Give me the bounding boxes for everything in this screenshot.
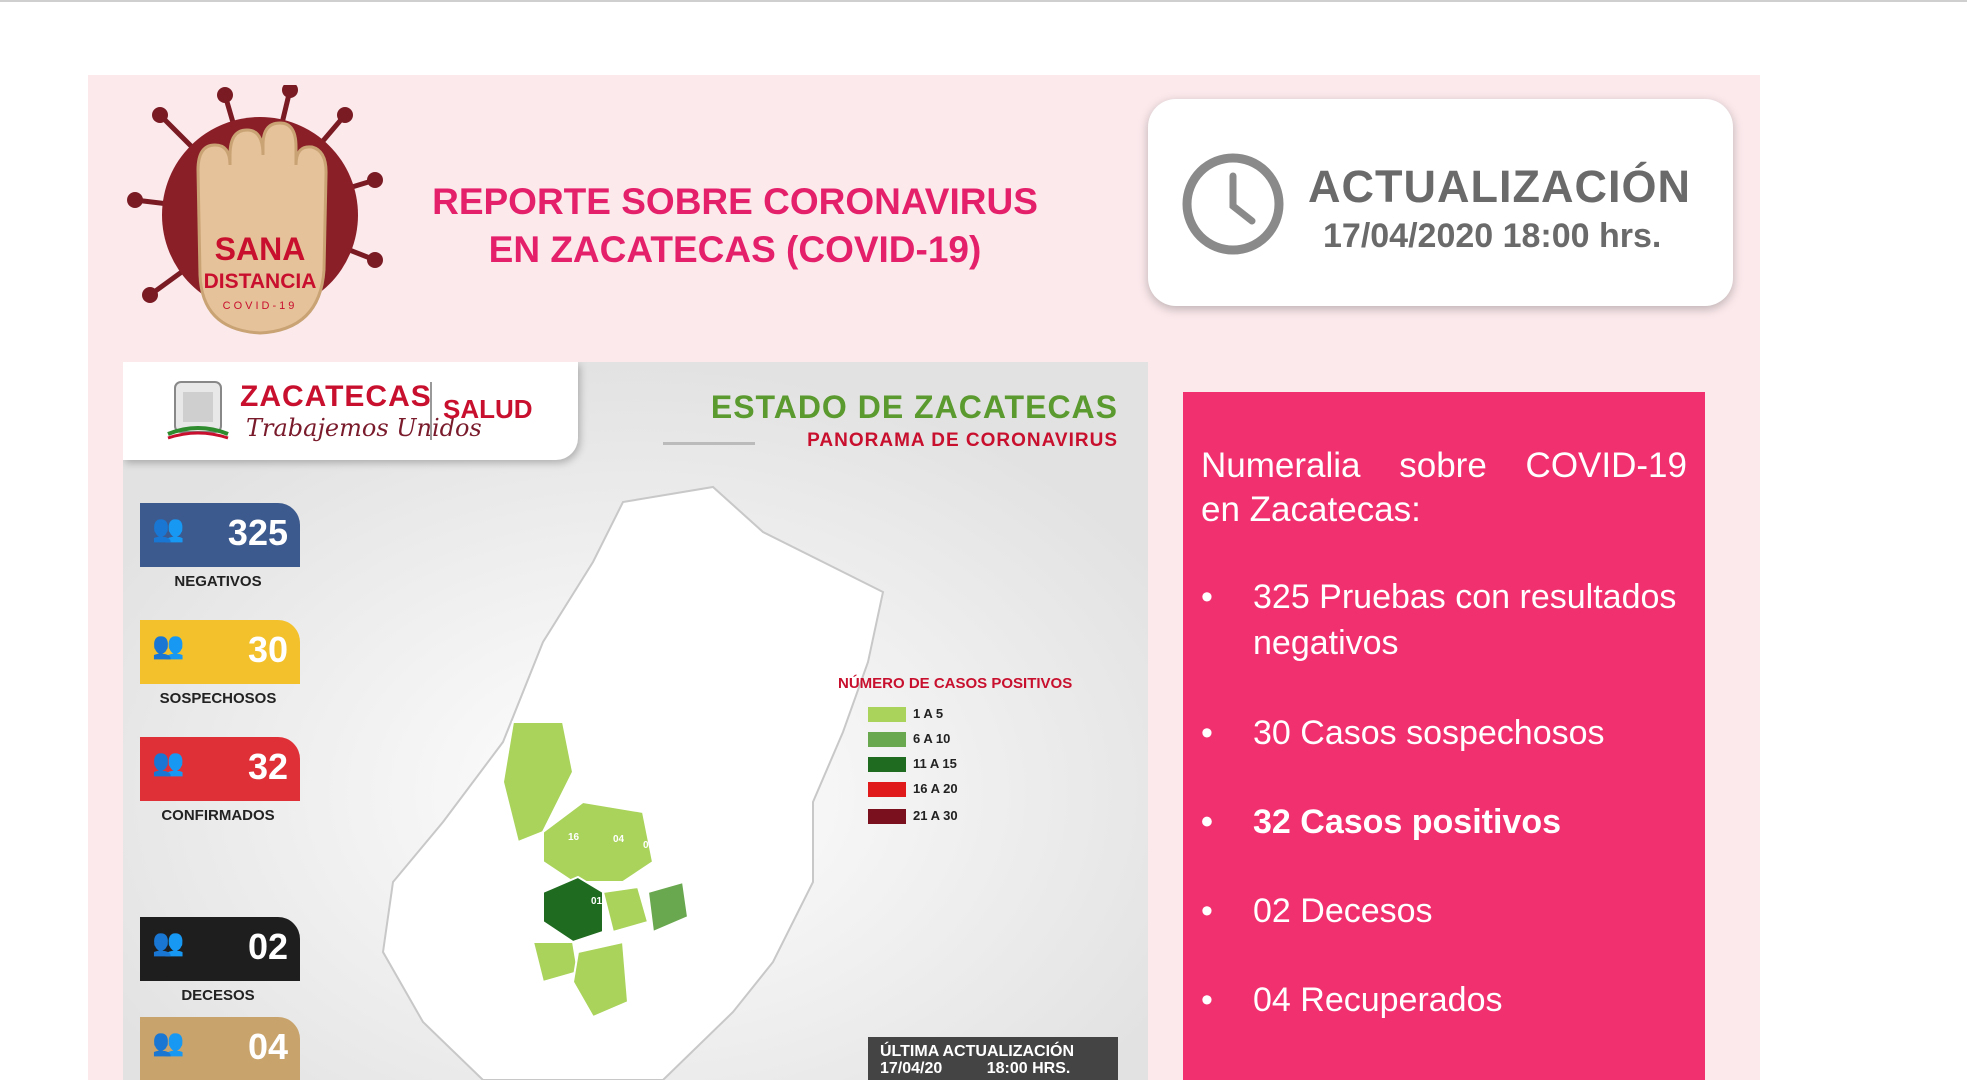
bullet-icon: •	[1201, 803, 1213, 841]
update-date: 17/04/2020 18:00 hrs.	[1323, 217, 1662, 255]
numeralia-item-text: 30 Casos sospechosos	[1253, 714, 1605, 752]
clock-icon	[1182, 153, 1284, 255]
map-label: 03	[545, 872, 557, 883]
map-label: 06	[643, 840, 655, 851]
last-update-time: 18:00 HRS.	[986, 1060, 1071, 1077]
numeralia-heading-line1: Numeralia sobre COVID-19	[1201, 446, 1687, 485]
legend-label: 21 A 30	[913, 808, 958, 823]
brand-name: ZACATECAS	[240, 380, 432, 413]
legend-swatch	[868, 757, 906, 772]
map-region	[542, 800, 655, 883]
map-label: 01	[591, 896, 603, 907]
legend-label: 1 A 5	[913, 706, 944, 721]
map-region	[646, 880, 690, 934]
stat-value: 04	[247, 1026, 288, 1067]
stat-label: CONFIRMADOS	[161, 807, 275, 824]
sana-distancia-logo: SANA DISTANCIA COVID-19	[127, 85, 383, 335]
people-icon: 👥	[152, 747, 184, 777]
people-icon: 👥	[152, 1027, 184, 1057]
stat-value: 32	[247, 746, 288, 787]
brand-tagline: Trabajemos Unidos	[246, 414, 482, 442]
stat-negativos: 👥 325	[140, 503, 300, 567]
map-label: 16	[568, 832, 580, 843]
report-title: REPORTE SOBRE CORONAVIRUS EN ZACATECAS (…	[395, 178, 1075, 274]
numeralia-item-text: 02 Decesos	[1253, 892, 1433, 930]
legend-label: 16 A 20	[913, 781, 958, 796]
last-update-date: 17/04/20	[880, 1060, 943, 1077]
people-icon: 👥	[152, 927, 184, 957]
numeralia-panel: Numeralia sobre COVID-19 en Zacatecas: •…	[1183, 392, 1705, 1080]
stat-label: DECESOS	[181, 987, 255, 1004]
legend-swatch	[868, 707, 906, 722]
report-title-line1: REPORTE SOBRE CORONAVIRUS	[432, 181, 1038, 222]
legend-swatch	[868, 809, 906, 824]
map-label: 01	[528, 702, 540, 713]
people-icon: 👥	[152, 513, 184, 543]
government-brand: ZACATECAS Trabajemos Unidos SALUD	[123, 362, 578, 460]
window-top-border	[0, 0, 1967, 2]
brand-divider	[430, 382, 432, 440]
stat-value: 325	[227, 512, 288, 553]
stat-confirmados: 👥 32	[140, 737, 300, 801]
covid-infographic: 01 01 16 04 06 03 01 ZACATECAS Trabajemo…	[123, 362, 1148, 1080]
people-icon: 👥	[152, 630, 184, 660]
stat-label: SOSPECHOSOS	[159, 690, 277, 707]
logo-text-distancia: DISTANCIA	[204, 270, 317, 293]
update-card: ACTUALIZACIÓN 17/04/2020 18:00 hrs.	[1148, 99, 1733, 306]
bullet-icon: •	[1201, 981, 1213, 1019]
state-title: ESTADO DE ZACATECAS	[710, 389, 1118, 425]
numeralia-heading-line2: en Zacatecas:	[1201, 490, 1421, 529]
map-region	[571, 940, 630, 1019]
stat-sospechosos: 👥 30	[140, 620, 300, 684]
legend-title: NÚMERO DE CASOS POSITIVOS	[838, 675, 1073, 692]
state-title-rule	[663, 442, 755, 445]
stat-value: 02	[247, 926, 288, 967]
stat-decesos: 👥 02	[140, 917, 300, 981]
last-update-title: ÚLTIMA ACTUALIZACIÓN	[880, 1043, 1075, 1060]
bullet-icon: •	[1201, 578, 1213, 616]
numeralia-item-text: 04 Recuperados	[1253, 981, 1503, 1019]
legend-label: 11 A 15	[913, 756, 957, 771]
brand-secretaria: SALUD	[443, 394, 533, 424]
map-region	[542, 875, 604, 944]
map-label: 01	[573, 759, 585, 770]
report-title-line2: EN ZACATECAS (COVID-19)	[488, 229, 982, 270]
zacatecas-map: 01 01 16 04 06 03 01	[381, 485, 885, 1080]
bullet-icon: •	[1201, 714, 1213, 752]
bullet-icon: •	[1201, 892, 1213, 930]
numeralia-item-text: 32 Casos positivos	[1253, 803, 1562, 841]
stat-recuperados: 👥 04	[140, 1017, 300, 1080]
state-subtitle: PANORAMA DE CORONAVIRUS	[807, 430, 1118, 451]
stat-value: 30	[247, 629, 288, 670]
last-update-datetime: 17/04/20 18:00 HRS.	[880, 1060, 1106, 1077]
logo-text-sana: SANA	[215, 231, 306, 267]
legend-swatch	[868, 782, 906, 797]
map-label: 04	[613, 834, 625, 845]
legend-swatch	[868, 732, 906, 747]
update-title: ACTUALIZACIÓN	[1308, 161, 1691, 212]
logo-text-covid: COVID-19	[223, 300, 298, 312]
last-update-box: ÚLTIMA ACTUALIZACIÓN 17/04/20 18:00 HRS.	[868, 1037, 1118, 1080]
map-region	[601, 885, 650, 934]
legend-label: 6 A 10	[913, 731, 951, 746]
stat-label: NEGATIVOS	[174, 573, 262, 590]
coat-of-arms-icon	[167, 381, 229, 440]
numeralia-item-text: 325 Pruebas con resultados negativos	[1253, 578, 1677, 662]
